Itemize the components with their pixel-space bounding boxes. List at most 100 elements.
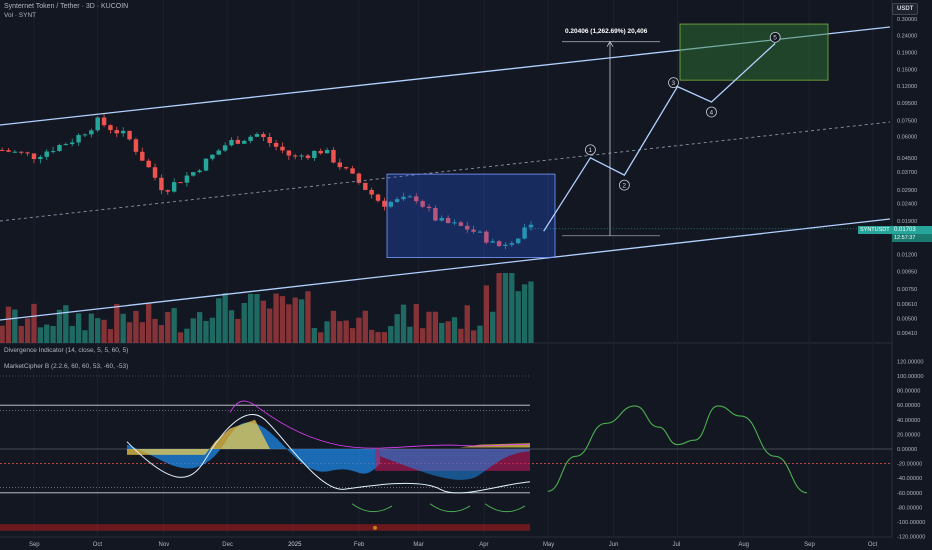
candle-body — [484, 231, 489, 243]
volume-bar — [216, 298, 222, 343]
candle-body — [133, 139, 139, 152]
wave-label-circle — [706, 106, 717, 118]
candle-body — [146, 160, 151, 168]
volume-bar — [318, 332, 324, 343]
price-tick-label: 0.30000 — [897, 17, 917, 23]
projection-path — [543, 42, 776, 232]
candle-body — [407, 196, 413, 198]
volume-bar — [152, 318, 158, 343]
volume-bar — [330, 310, 337, 343]
volume-bar — [490, 311, 496, 343]
divergence-arc — [484, 503, 526, 513]
volume-bar — [18, 325, 24, 343]
candle-body — [286, 150, 292, 156]
volume-bar — [324, 321, 330, 343]
candle-body — [267, 137, 272, 143]
volume-bar — [69, 325, 75, 343]
candle-body — [496, 241, 502, 246]
volume-bar — [12, 309, 18, 343]
volume-bar — [0, 325, 5, 343]
volume-bar — [286, 304, 292, 343]
volume-bar — [470, 330, 477, 343]
price-badge: SYNTUSDT — [858, 226, 894, 234]
measure-label: 0.20406 (1,262.69%) 20,406 — [565, 28, 648, 35]
candle-body — [382, 200, 387, 207]
candle-body — [401, 196, 406, 200]
price-tick-label: 0.15000 — [897, 68, 917, 74]
volume-bar — [349, 328, 356, 343]
candle-body — [152, 167, 158, 178]
candle-body — [25, 152, 30, 154]
osc-tick-label: -20.00000 — [897, 462, 922, 468]
candle-body — [222, 145, 228, 151]
volume-bar — [63, 305, 69, 343]
volume-label: Vol · SYNT — [4, 12, 37, 19]
candle-body — [273, 142, 279, 147]
price-tick-label: 0.06000 — [897, 135, 917, 141]
volume-bar — [426, 311, 432, 343]
wave-label-5: 5 — [773, 35, 777, 42]
candle-body — [280, 146, 285, 151]
volume-bar — [158, 325, 165, 343]
osc-tick-label: 20.00000 — [897, 432, 920, 438]
candle-body — [191, 172, 196, 176]
wave-label-2: 2 — [622, 182, 626, 189]
candle-body — [305, 155, 311, 158]
candle-body — [254, 134, 260, 137]
candle-body — [210, 154, 215, 159]
volume-bar — [171, 308, 177, 343]
candle-body — [203, 158, 209, 171]
candle-body — [197, 170, 202, 173]
candle-body — [394, 199, 400, 202]
time-tick-label: Aug — [738, 542, 749, 548]
candle-body — [12, 151, 18, 153]
candle-body — [363, 182, 368, 190]
candle-body — [38, 156, 43, 160]
candle-body — [108, 125, 113, 131]
candle-body — [356, 173, 362, 183]
candle-body — [343, 167, 349, 169]
volume-bar — [337, 321, 343, 343]
volume-bar — [388, 326, 394, 343]
volume-bar — [356, 317, 362, 343]
time-tick-label: Apr — [479, 542, 488, 548]
volume-bar — [247, 293, 254, 343]
candle-body — [477, 231, 483, 233]
price-candles — [0, 113, 534, 249]
osc-tick-label: 60.00000 — [897, 403, 920, 409]
volume-bar — [107, 329, 114, 343]
wave-label-circle — [585, 144, 596, 156]
wavetrend-area-2 — [380, 449, 530, 480]
volume-bar — [177, 332, 184, 343]
candle-body — [490, 241, 495, 243]
volume-bar — [521, 284, 528, 343]
osc-tick-label: -80.00000 — [897, 505, 922, 511]
volume-bar — [381, 332, 388, 343]
candle-body — [114, 130, 120, 134]
candle-body — [216, 150, 221, 155]
price-tick-label: 0.00610 — [897, 302, 917, 308]
channel-lower-line — [0, 218, 891, 321]
candle-body — [95, 117, 100, 131]
currency-badge[interactable]: USDT — [892, 3, 919, 15]
candle-body — [509, 243, 515, 245]
price-tick-label: 0.04500 — [897, 156, 917, 162]
volume-bar — [458, 328, 464, 343]
candle-body — [312, 150, 317, 158]
volume-bar — [407, 326, 413, 343]
volume-bars — [0, 273, 534, 343]
candle-body — [388, 201, 394, 207]
candle-body — [439, 217, 444, 221]
price-tick-label: 0.19000 — [897, 50, 917, 56]
time-tick-label: Sep — [804, 542, 815, 548]
channel-mid-line — [0, 121, 891, 222]
time-tick-label: Oct — [93, 542, 103, 548]
candle-body — [120, 130, 126, 134]
volume-bar — [139, 322, 145, 343]
time-tick-label: Oct — [868, 542, 878, 548]
price-badge-value: 0.01703 — [892, 226, 932, 234]
volume-bar — [502, 273, 509, 343]
osc-tick-label: -120.00000 — [897, 535, 925, 541]
volume-bar — [292, 297, 298, 343]
